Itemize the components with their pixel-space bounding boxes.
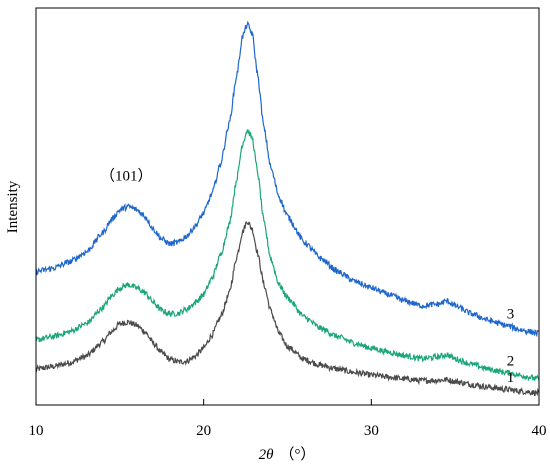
x-axis-label-symbol: 2θ (259, 447, 275, 463)
x-axis-label: 2θ （°） (259, 446, 316, 463)
series-2-label: 2 (507, 353, 515, 369)
x-tick-label: 20 (196, 423, 211, 439)
x-tick-label: 40 (532, 423, 547, 439)
x-axis: 10 20 30 40 (29, 399, 547, 439)
peak-annotation: （101） (100, 168, 153, 185)
series-3-label: 3 (507, 307, 515, 323)
series-1-line (35, 221, 540, 397)
peak-annotations: （101） （002） (100, 0, 272, 185)
y-axis-label: Intensity (5, 180, 21, 233)
series-1-label: 1 (507, 370, 515, 386)
series-labels: 12 3 (507, 307, 515, 386)
plot-frame (35, 7, 540, 406)
series-2-line (35, 128, 540, 382)
plot-area (35, 20, 540, 397)
peak-annotation: （002） (219, 0, 272, 2)
series-3-line (35, 20, 540, 338)
x-tick-label: 30 (364, 423, 379, 439)
x-tick-label: 10 (29, 423, 44, 439)
x-axis-label-unit: （°） (279, 446, 315, 463)
